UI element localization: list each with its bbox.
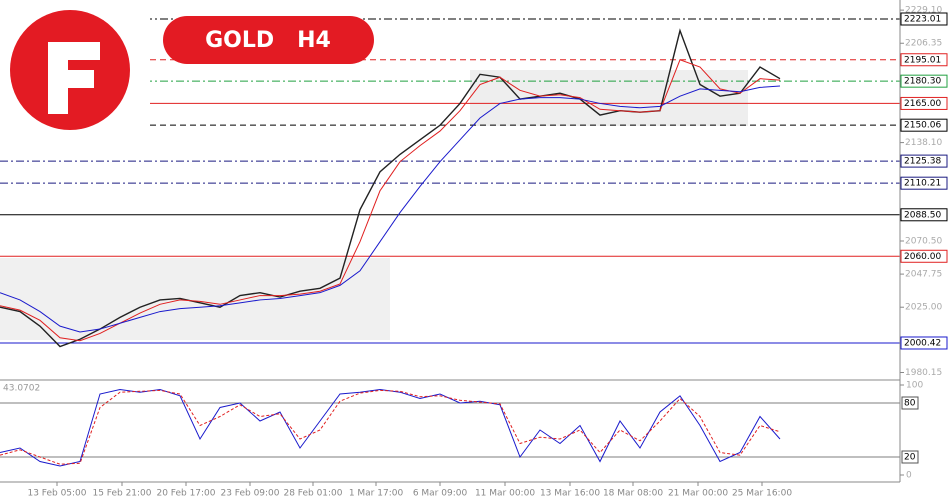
x-tick-label: 15 Feb 21:00	[92, 489, 151, 499]
y-tick-label: 2206.35	[905, 39, 942, 49]
level-label-box	[900, 154, 948, 168]
x-tick-label: 18 Mar 08:00	[603, 489, 663, 499]
level-label: 2150.06	[904, 121, 941, 131]
level-label: 2195.01	[904, 55, 941, 65]
y-tick-label: 2025.00	[905, 303, 942, 313]
level-label: 2060.00	[904, 252, 941, 262]
level-label: 2125.38	[904, 157, 941, 167]
y2-tick-label: 100	[906, 381, 923, 391]
x-tick-label: 20 Feb 17:00	[156, 489, 215, 499]
level-label: 2180.30	[904, 77, 941, 87]
y-tick-label: 2070.50	[905, 236, 942, 246]
level-label: 2165.00	[904, 99, 941, 109]
level-label-box	[900, 118, 948, 132]
chart-title: GOLD H4	[205, 28, 331, 53]
y-tick-label: 2138.10	[905, 138, 942, 148]
x-tick-label: 13 Mar 16:00	[540, 489, 600, 499]
series-line	[0, 59, 781, 342]
x-tick-label: 1 Mar 17:00	[349, 489, 404, 499]
level-label-box	[900, 53, 948, 67]
level-label-box	[900, 176, 948, 190]
y-tick-label: 1980.15	[905, 368, 942, 378]
level-label-box	[900, 208, 948, 222]
series-line	[0, 388, 781, 467]
level-label-box	[901, 396, 919, 410]
level-label-box	[901, 450, 919, 464]
level-label-box	[900, 336, 948, 350]
level-label: 2110.21	[904, 179, 941, 189]
oscillator-level-label: 80	[904, 399, 916, 409]
level-label-box	[900, 96, 948, 110]
series-line	[0, 85, 781, 333]
x-tick-label: 28 Feb 01:00	[283, 489, 342, 499]
level-label: 2223.01	[904, 14, 941, 24]
title-pill	[163, 16, 374, 64]
y-tick-label: 2229.10	[905, 6, 942, 16]
x-tick-label: 11 Mar 00:00	[475, 489, 535, 499]
series-line	[0, 389, 781, 465]
level-label-box	[900, 12, 948, 26]
x-tick-label: 23 Feb 09:00	[220, 489, 279, 499]
x-tick-label: 25 Mar 16:00	[732, 489, 792, 499]
x-tick-label: 6 Mar 09:00	[413, 489, 468, 499]
logo-mark	[48, 42, 100, 114]
x-tick-label: 13 Feb 05:00	[27, 489, 86, 499]
range-zone	[0, 258, 390, 340]
y2-tick-label: 0	[906, 471, 912, 481]
y-tick-label: 2047.75	[905, 270, 942, 280]
x-tick-label: 21 Mar 00:00	[668, 489, 728, 499]
level-label: 2088.50	[904, 210, 941, 220]
oscillator-value: 43.0702	[3, 384, 40, 394]
level-label-box	[900, 74, 948, 88]
oscillator-level-label: 20	[904, 453, 916, 463]
level-label-box	[900, 249, 948, 263]
range-zone	[470, 70, 748, 126]
level-label: 2000.42	[904, 338, 941, 348]
